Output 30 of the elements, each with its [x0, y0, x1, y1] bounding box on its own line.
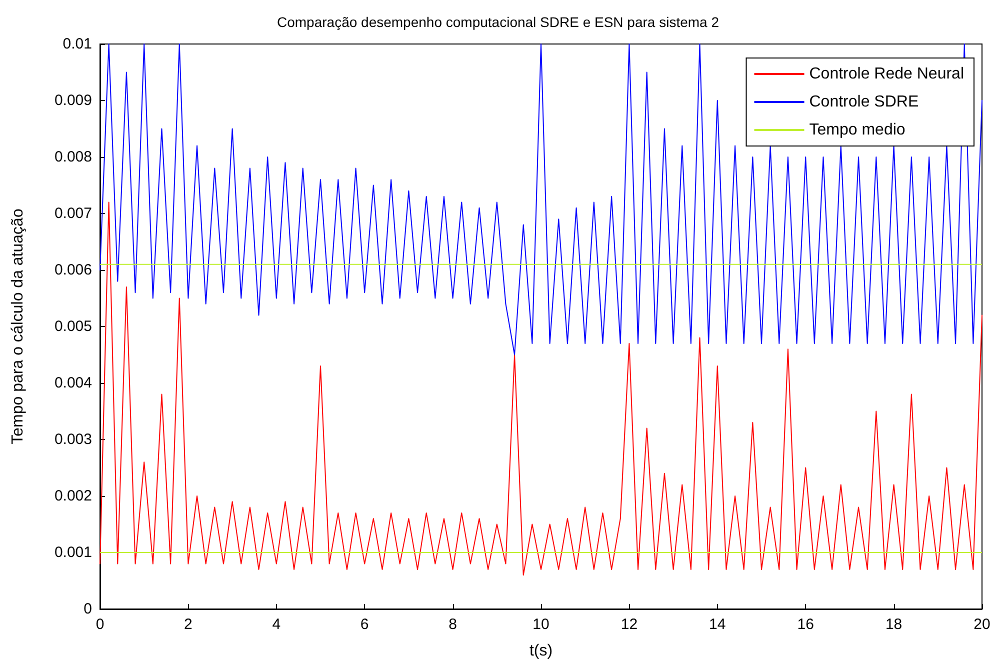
x-tick-label: 4: [272, 616, 281, 633]
x-axis-title: t(s): [529, 642, 553, 660]
line-series: [100, 44, 982, 356]
x-tick-label: 10: [532, 616, 550, 633]
y-tick-label: 0.008: [54, 148, 92, 166]
legend-label: Controle SDRE: [809, 94, 919, 110]
x-tick-label: 20: [974, 616, 990, 633]
y-tick-label: 0.002: [54, 488, 92, 504]
legend-label: Controle Rede Neural: [809, 66, 964, 82]
y-tick-label: 0.007: [54, 205, 92, 222]
x-tick-label: 2: [184, 616, 192, 633]
x-tick-label: 14: [709, 616, 726, 633]
line-series: [100, 202, 982, 576]
chart-title: Comparação desempenho computacional SDRE e ESN para sistema 2: [276, 14, 720, 30]
x-tick-label: 8: [448, 616, 457, 633]
x-tick-label: 18: [885, 616, 902, 633]
y-tick-label: 0: [84, 600, 92, 618]
x-tick-label: 12: [620, 616, 638, 633]
legend-label: Tempo medio: [809, 122, 906, 138]
x-tick-label: 0: [96, 616, 104, 633]
y-tick-label: 0.001: [54, 544, 92, 561]
y-tick-label: 0.01: [62, 36, 92, 52]
x-tick-label: 6: [360, 616, 369, 633]
y-tick-label: 0.009: [54, 92, 92, 109]
y-tick-label: 0.005: [54, 318, 92, 335]
y-tick-label: 0.006: [54, 262, 92, 278]
y-tick-label: 0.004: [54, 374, 92, 392]
x-tick-label: 16: [797, 616, 814, 633]
y-tick-label: 0.003: [54, 431, 92, 448]
y-axis-title: Tempo para o cálculo da atuação: [10, 208, 26, 444]
